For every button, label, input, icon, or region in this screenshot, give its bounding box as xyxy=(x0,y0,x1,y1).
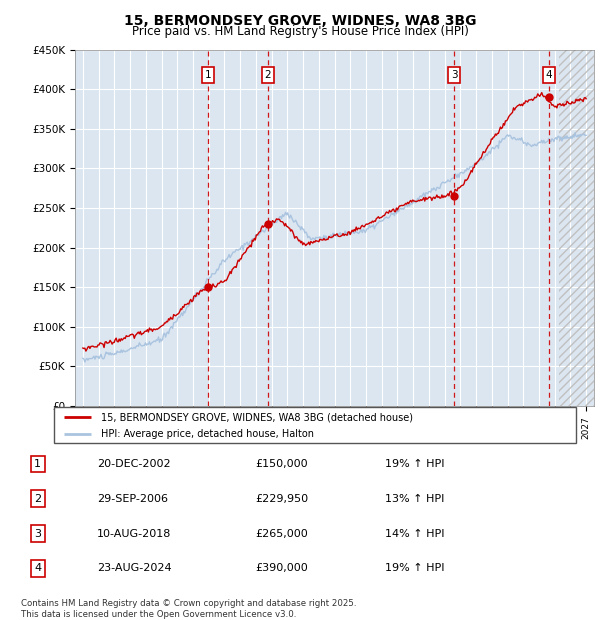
Text: 2: 2 xyxy=(34,494,41,503)
Text: 2: 2 xyxy=(265,70,271,80)
Text: £150,000: £150,000 xyxy=(255,459,308,469)
Text: 19% ↑ HPI: 19% ↑ HPI xyxy=(385,459,444,469)
Text: 23-AUG-2024: 23-AUG-2024 xyxy=(97,564,172,574)
Text: 3: 3 xyxy=(34,529,41,539)
Text: 1: 1 xyxy=(34,459,41,469)
Text: £265,000: £265,000 xyxy=(255,529,308,539)
Text: 4: 4 xyxy=(34,564,41,574)
Text: HPI: Average price, detached house, Halton: HPI: Average price, detached house, Halt… xyxy=(101,429,314,440)
Text: 19% ↑ HPI: 19% ↑ HPI xyxy=(385,564,444,574)
Text: 13% ↑ HPI: 13% ↑ HPI xyxy=(385,494,444,503)
Text: Price paid vs. HM Land Registry's House Price Index (HPI): Price paid vs. HM Land Registry's House … xyxy=(131,25,469,38)
Text: 4: 4 xyxy=(546,70,553,80)
Text: 3: 3 xyxy=(451,70,457,80)
Text: £390,000: £390,000 xyxy=(255,564,308,574)
Text: £229,950: £229,950 xyxy=(255,494,308,503)
Text: Contains HM Land Registry data © Crown copyright and database right 2025.
This d: Contains HM Land Registry data © Crown c… xyxy=(21,600,356,619)
Text: 20-DEC-2002: 20-DEC-2002 xyxy=(97,459,170,469)
Text: 29-SEP-2006: 29-SEP-2006 xyxy=(97,494,168,503)
Text: 10-AUG-2018: 10-AUG-2018 xyxy=(97,529,172,539)
Text: 15, BERMONDSEY GROVE, WIDNES, WA8 3BG (detached house): 15, BERMONDSEY GROVE, WIDNES, WA8 3BG (d… xyxy=(101,412,413,422)
Text: 14% ↑ HPI: 14% ↑ HPI xyxy=(385,529,444,539)
Text: 1: 1 xyxy=(205,70,212,80)
Text: 15, BERMONDSEY GROVE, WIDNES, WA8 3BG: 15, BERMONDSEY GROVE, WIDNES, WA8 3BG xyxy=(124,14,476,28)
